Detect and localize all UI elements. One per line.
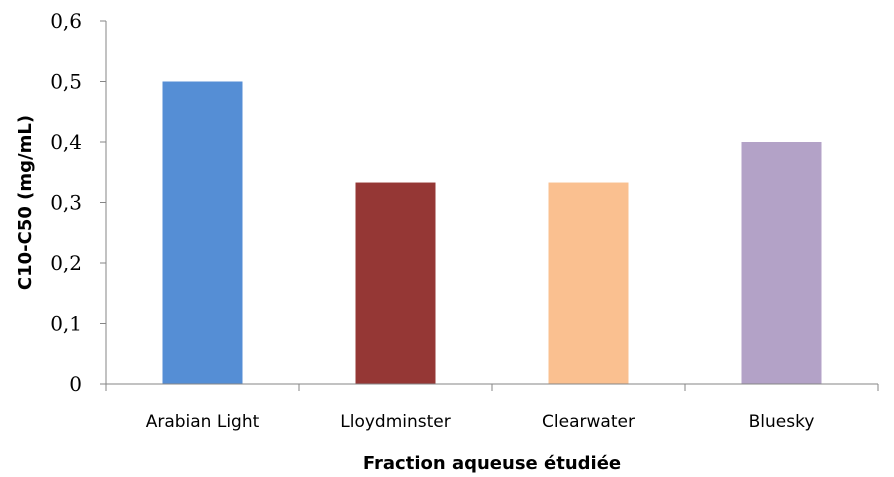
bar-clearwater [548, 182, 629, 384]
y-tick-label: 0,5 [50, 70, 82, 94]
x-category-label: Lloydminster [340, 412, 450, 432]
bar-bluesky [741, 142, 822, 384]
y-tick-label: 0,4 [50, 130, 82, 154]
x-category-label: Arabian Light [146, 412, 260, 432]
x-axis-ticks: Arabian Light Lloydminster Clearwater Blues… [105, 384, 879, 432]
y-axis-title: C10-C50 (mg/mL) [15, 115, 36, 290]
bar-lloydminster [355, 182, 436, 384]
y-tick-label: 0,2 [50, 251, 82, 275]
y-tick-label: 0 [69, 372, 82, 396]
bar-arabian-light [162, 81, 243, 384]
x-category-label: Clearwater [542, 412, 635, 432]
x-axis-title: Fraction aqueuse étudiée [363, 453, 621, 474]
bars [162, 81, 822, 384]
y-axis-ticks: 0 0,1 0,2 0,3 0,4 0,5 0,6 [50, 9, 106, 396]
x-category-label: Bluesky [749, 412, 815, 432]
y-tick-label: 0,1 [50, 312, 82, 336]
y-tick-label: 0,6 [50, 9, 82, 33]
y-tick-label: 0,3 [50, 191, 82, 215]
